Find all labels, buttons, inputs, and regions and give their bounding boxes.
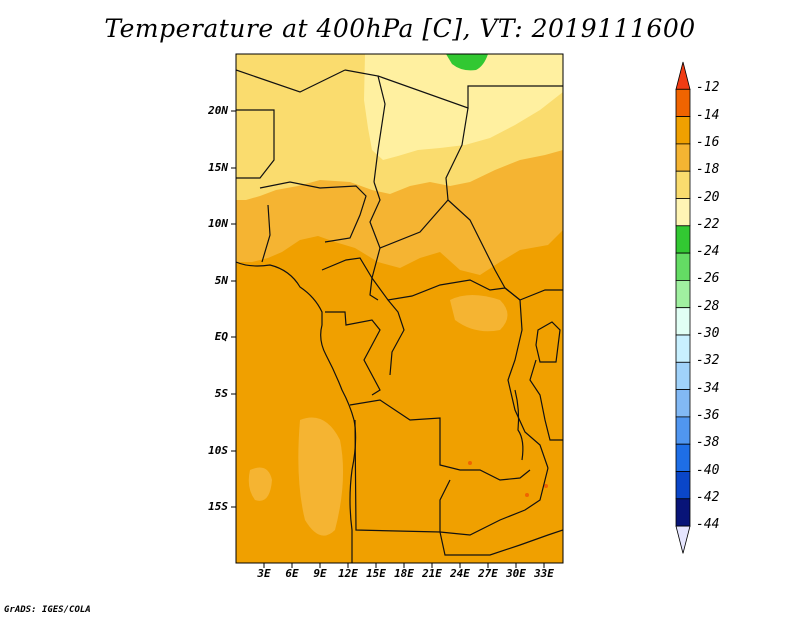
lon-label: 12E — [338, 567, 358, 580]
lat-label: 15S — [208, 500, 228, 513]
border-drc-2 — [504, 287, 549, 469]
colorbar-tick-label: -20 — [696, 189, 720, 205]
border-lakes — [535, 321, 561, 363]
colorbar-swatch — [675, 416, 691, 445]
colorbar-tick-label: -40 — [696, 462, 720, 478]
colorbar-swatch — [675, 389, 691, 418]
border-congo-1 — [325, 311, 381, 396]
credit-text: GrADS: IGES/COLA — [4, 605, 91, 615]
lon-label: 15E — [366, 567, 386, 580]
lon-label: 9E — [313, 567, 327, 580]
map-frame — [235, 53, 564, 564]
border-zambia — [439, 467, 549, 536]
field-spot-1 — [525, 493, 529, 497]
colorbar-top-triangle — [675, 61, 691, 90]
colorbar-swatch — [675, 88, 691, 118]
colorbar-tick-label: -32 — [696, 353, 720, 369]
border-chad — [369, 181, 449, 249]
chart-title: Temperature at 400hPa [C], VT: 201911160… — [104, 14, 696, 43]
border-sahara-3 — [377, 75, 563, 109]
colorbar-swatch — [675, 170, 691, 199]
colorbar-tick-label: -26 — [696, 271, 720, 287]
colorbar-tick-label: -22 — [696, 216, 720, 232]
colorbar-tick-label: -28 — [696, 298, 720, 314]
colorbar-swatch — [675, 225, 691, 254]
border-cameroon — [321, 257, 379, 301]
colorbar-tick-label: -30 — [696, 326, 720, 341]
border-east-1 — [529, 359, 563, 441]
lon-label: 6E — [285, 567, 299, 580]
field-spot-3 — [544, 484, 548, 488]
lat-ticks — [231, 110, 236, 508]
colorbar-tick-label: -38 — [696, 435, 720, 451]
border-drc-1 — [349, 399, 531, 481]
border-sahara-1 — [236, 69, 346, 93]
colorbar-bottom-triangle — [675, 525, 691, 554]
border-lake-tanganyika — [514, 389, 524, 461]
temperature-field — [236, 54, 563, 563]
lat-label: 15N — [208, 161, 228, 174]
colorbar-swatch — [675, 443, 691, 472]
border-west-1 — [236, 109, 275, 179]
border-sahara-4 — [445, 107, 469, 201]
lon-label: 21E — [422, 567, 442, 580]
lon-label: 18E — [394, 567, 414, 580]
colorbar-tick-label: -24 — [696, 244, 720, 260]
colorbar-swatch — [675, 307, 691, 336]
colorbar-tick-label: -14 — [696, 107, 720, 123]
border-sahara-2 — [344, 69, 386, 183]
lat-label: 5N — [214, 274, 228, 287]
colorbar-swatch — [675, 116, 691, 145]
field-patch-sw2 — [248, 467, 272, 501]
colorbar-tick-label: -36 — [696, 407, 720, 423]
colorbar-tick-label: -16 — [696, 134, 720, 150]
colorbar-swatch — [675, 252, 691, 281]
border-south — [439, 529, 563, 556]
colorbar-swatch — [675, 198, 691, 227]
lon-ticks — [263, 563, 545, 568]
field-patch-sw — [298, 417, 344, 536]
lon-label: 3E — [257, 567, 271, 580]
field-patch-green — [446, 54, 488, 71]
border-west-3 — [261, 204, 271, 263]
border-car — [371, 247, 506, 301]
borders — [236, 69, 563, 563]
lon-label: 27E — [478, 567, 498, 580]
colorbar-tick-label: -18 — [696, 162, 720, 178]
lon-label: 33E — [534, 567, 554, 580]
border-sudan — [447, 199, 563, 301]
border-west-2 — [259, 181, 367, 243]
colorbar-tick-label: -34 — [696, 380, 720, 396]
lon-label: 24E — [450, 567, 470, 580]
border-congo-2 — [387, 299, 405, 376]
colorbar-tick-label: -44 — [696, 517, 720, 533]
colorbar-swatch — [675, 143, 691, 172]
colorbar-swatch — [675, 361, 691, 390]
colorbar-tick-label: -12 — [696, 80, 720, 96]
colorbar-swatch — [675, 471, 691, 500]
lat-label: 10S — [208, 444, 228, 457]
lat-label: 20N — [208, 104, 228, 117]
colorbar-tick-label: -42 — [696, 489, 720, 505]
field-patch-n — [450, 295, 508, 332]
lat-label: 5S — [214, 387, 228, 400]
colorbar-swatch — [675, 334, 691, 363]
field-spot-2 — [468, 461, 472, 465]
colorbar-swatch — [675, 279, 691, 309]
lon-label: 30E — [506, 567, 526, 580]
lat-label: 10N — [208, 217, 228, 230]
border-west-coast — [236, 261, 357, 563]
colorbar — [675, 61, 691, 554]
lat-label: EQ — [214, 330, 228, 343]
colorbar-swatch — [675, 498, 691, 527]
